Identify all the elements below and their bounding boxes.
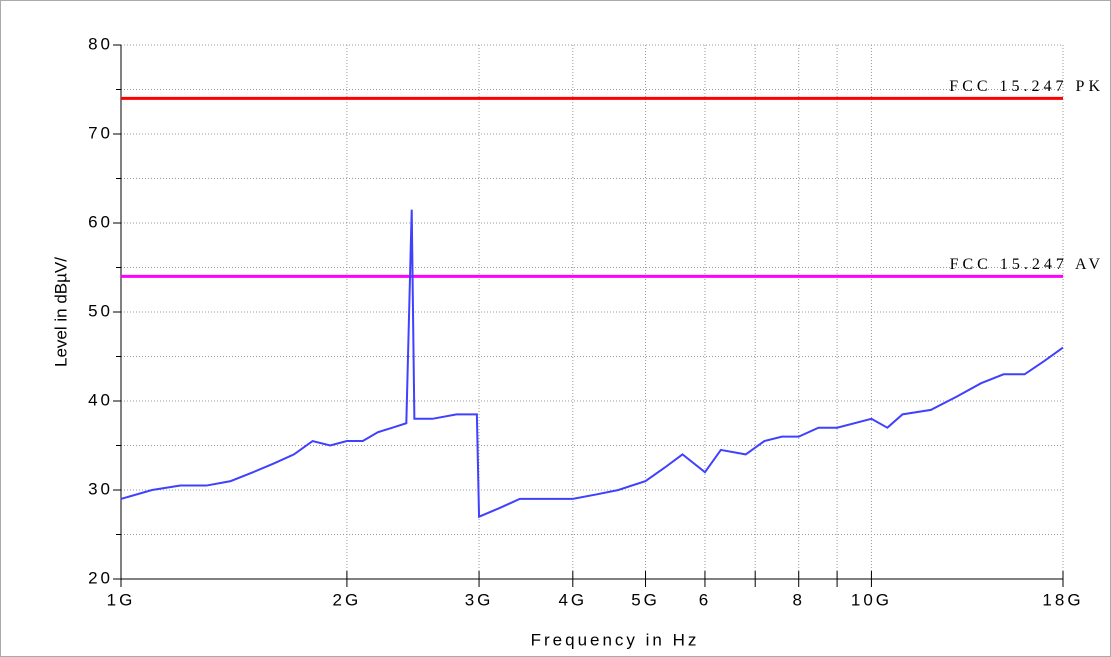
x-tick-label: 5G [631,590,660,609]
limit-label: FCC 15.247 PK [949,78,1104,95]
y-tick-label: 60 [88,212,113,231]
x-tick-label: 1G [107,590,136,609]
y-tick-label: 80 [88,34,113,53]
x-tick-label: 4G [558,590,587,609]
y-tick-label: 40 [88,390,113,409]
x-tick-label: 3G [465,590,494,609]
x-tick-label: 18G [1042,590,1083,609]
x-axis-label: Frequency in Hz [531,630,700,649]
limit-label: FCC 15.247 AV [950,256,1104,273]
y-axis-label: Level in dBµV/ [51,257,70,367]
y-tick-label: 70 [88,123,113,142]
x-tick-label: 6 [699,590,711,609]
y-tick-label: 20 [88,568,113,587]
trace [120,209,1064,519]
y-tick-label: 30 [88,479,113,498]
x-tick-label: 2G [333,590,362,609]
x-tick-label: 10G [851,590,892,609]
y-tick-label: 50 [88,301,113,320]
x-tick-label: 8 [792,590,804,609]
